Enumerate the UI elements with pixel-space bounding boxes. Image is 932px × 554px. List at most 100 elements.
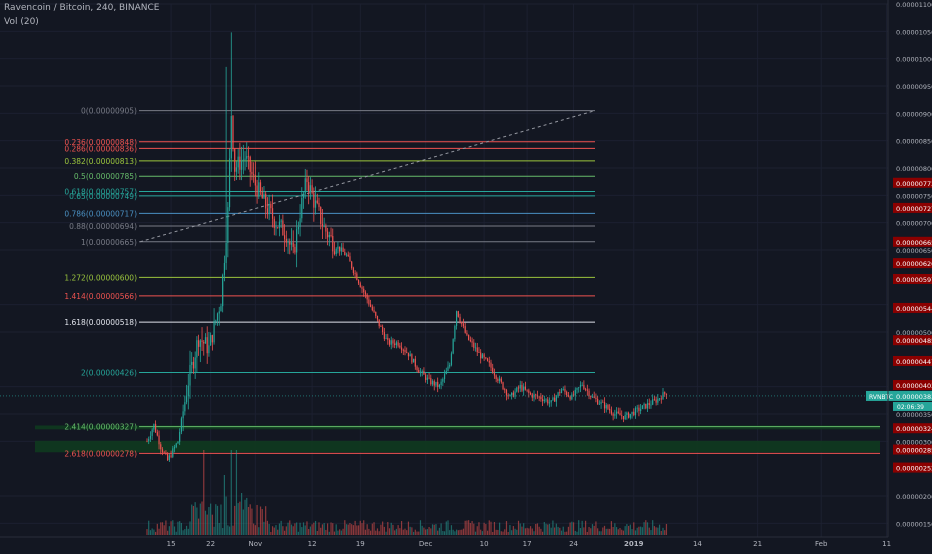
volume-bar	[588, 526, 590, 535]
candle-body	[304, 178, 306, 194]
candle-body	[602, 401, 604, 403]
candle-body	[409, 354, 411, 357]
volume-bar	[543, 521, 545, 535]
volume-bar	[552, 520, 554, 535]
candle-body	[600, 401, 602, 404]
volume-bar	[309, 526, 311, 535]
candle-body	[572, 394, 575, 396]
volume-bar	[414, 529, 416, 535]
volume-bar	[554, 527, 556, 535]
volume-bar	[399, 528, 401, 535]
volume-bar	[320, 527, 322, 535]
candle-body	[199, 340, 201, 347]
volume-bar	[464, 520, 466, 535]
candle-body	[486, 358, 489, 362]
volume-bar	[287, 522, 289, 535]
candle-body	[204, 337, 207, 344]
price-badge	[893, 258, 932, 269]
current-price-badge	[866, 390, 932, 401]
volume-bar	[251, 508, 253, 535]
candle-body	[615, 411, 618, 415]
volume-bar	[419, 520, 422, 535]
volume-bar	[363, 520, 365, 535]
candle-body	[535, 394, 537, 396]
candle-body	[660, 398, 662, 400]
candle-body	[581, 384, 583, 386]
volume-bar	[486, 530, 489, 535]
candle-body	[161, 449, 164, 453]
candle-body	[560, 389, 563, 394]
candle-body	[437, 381, 439, 387]
volume-bar	[289, 520, 291, 535]
volume-bar	[161, 522, 164, 535]
current-price-label: 0.00000383	[896, 393, 932, 401]
candle-body	[471, 341, 473, 343]
volume-bar	[461, 529, 463, 535]
candle-body	[187, 385, 189, 397]
volume-bar	[292, 526, 294, 535]
volume-bar	[308, 529, 310, 535]
candle-body	[628, 412, 630, 418]
volume-bar	[572, 522, 575, 535]
candle-body	[191, 361, 193, 365]
volume-bar	[598, 531, 600, 535]
volume-bar	[418, 531, 420, 535]
volume-indicator-label: Vol (20)	[4, 17, 39, 27]
volume-bar	[634, 530, 637, 535]
countdown-badge	[893, 401, 932, 411]
price-badge-label: 0.00000597	[896, 276, 932, 284]
candle-body	[148, 438, 150, 442]
volume-bar	[173, 526, 176, 535]
time-axis-tick-label: 21	[753, 540, 762, 548]
candle-body	[351, 261, 353, 269]
price-badge	[893, 355, 932, 366]
candle-body	[149, 435, 152, 439]
volume-bar	[636, 527, 638, 535]
candle-body	[468, 334, 470, 340]
volume-bar	[454, 531, 456, 535]
volume-bar	[271, 526, 274, 535]
volume-bar	[653, 526, 655, 535]
candle-body	[457, 311, 459, 317]
volume-bar	[392, 524, 394, 535]
volume-bar	[615, 527, 618, 535]
volume-bar	[631, 529, 633, 535]
candle-body	[529, 392, 532, 395]
candle-body	[167, 453, 169, 461]
candle-body	[478, 352, 480, 354]
volume-bar	[438, 527, 440, 535]
price-badge-label: 0.00000252	[896, 465, 932, 473]
volume-bar	[216, 505, 219, 535]
volume-bar	[609, 528, 611, 535]
candle-body	[309, 185, 311, 192]
trendline	[139, 110, 596, 243]
volume-bar	[450, 525, 453, 535]
candle-body	[235, 167, 238, 172]
volume-bar	[397, 525, 399, 535]
volume-bar	[490, 521, 492, 535]
volume-bar	[662, 527, 664, 535]
candle-body	[366, 294, 368, 300]
candle-body	[222, 274, 224, 307]
candle-body	[232, 116, 234, 149]
price-badge-label: 0.00000665	[896, 239, 932, 247]
candle-body	[275, 227, 277, 229]
candle-body	[502, 382, 504, 390]
volume-bar	[327, 523, 329, 535]
candle-body	[261, 191, 263, 199]
volume-bar	[242, 509, 244, 535]
volume-bar	[502, 531, 504, 535]
support-zone	[35, 440, 880, 453]
volume-bar	[488, 520, 490, 535]
candle-body	[320, 207, 322, 224]
volume-bar	[614, 523, 616, 535]
candle-body	[263, 193, 265, 199]
candle-body	[636, 407, 638, 409]
volume-bar	[366, 524, 368, 535]
volume-bar	[643, 522, 645, 535]
candle-body	[225, 243, 227, 263]
candle-body	[285, 238, 287, 243]
candle-body	[609, 408, 611, 411]
